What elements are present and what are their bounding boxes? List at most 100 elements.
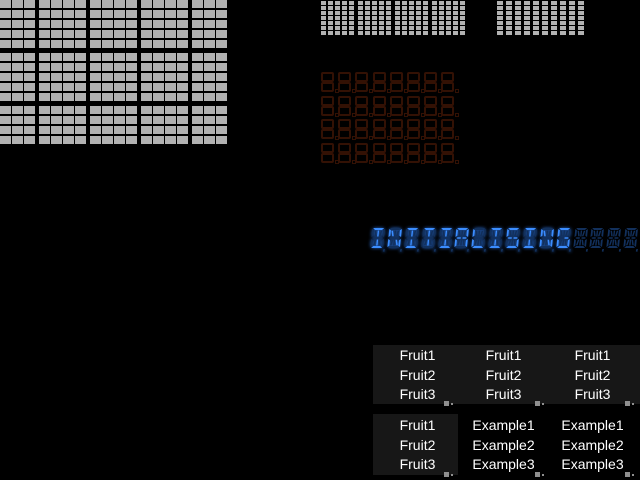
listbox-example-list-2[interactable]: Example1 Example2 Example3 [548, 416, 637, 475]
led-dot [453, 31, 458, 35]
led-cell [24, 83, 35, 91]
led-cell [63, 83, 74, 91]
seven-segment-digit [338, 95, 357, 117]
list-item[interactable]: Example1 [472, 417, 535, 433]
list-item[interactable]: Fruit2 [485, 366, 522, 383]
led-cell [0, 63, 11, 71]
resize-grip[interactable] [444, 472, 454, 479]
led-cell [24, 126, 35, 134]
list-item[interactable]: Fruit2 [399, 366, 436, 383]
led-dot [328, 6, 333, 10]
led-dot [439, 31, 444, 35]
listbox-fruit-list-4[interactable]: Fruit1 Fruit2 Fruit3 [373, 416, 462, 475]
led-cell [177, 73, 188, 81]
resize-grip[interactable] [625, 401, 635, 408]
led-cell [51, 10, 62, 18]
list-item[interactable]: Fruit3 [574, 386, 611, 402]
led-dot [386, 6, 391, 10]
listbox-fruit-list-1[interactable]: Fruit1 Fruit2 Fruit3 [373, 346, 462, 404]
list-item[interactable]: Fruit2 [399, 436, 436, 453]
listbox-panel-top [373, 345, 640, 404]
resize-grip[interactable] [535, 472, 545, 479]
led-cell [177, 83, 188, 91]
led-cell [141, 10, 152, 18]
led-dot [423, 31, 428, 35]
led-cell [63, 40, 74, 48]
led-dot [409, 6, 414, 10]
led-dot [560, 31, 566, 35]
led-cell [126, 73, 137, 81]
list-item[interactable]: Example1 [561, 417, 624, 433]
led-dot [446, 6, 451, 10]
listbox-fruit-list-2[interactable]: Fruit1 Fruit2 Fruit3 [459, 346, 548, 404]
led-dot [379, 21, 384, 25]
led-cell [12, 40, 23, 48]
list-item[interactable]: Example3 [561, 456, 624, 472]
led-dot [328, 11, 333, 15]
resize-grip[interactable] [444, 401, 454, 408]
led-cell [141, 53, 152, 61]
led-cell [141, 20, 152, 28]
led-dot [533, 26, 539, 30]
led-dot [358, 21, 363, 25]
led-dot [515, 11, 521, 15]
list-item[interactable]: Fruit1 [399, 347, 436, 363]
led-dot [416, 1, 421, 5]
list-item[interactable]: Fruit3 [485, 386, 522, 402]
seven-segment-digit [321, 142, 339, 164]
led-dot [423, 26, 428, 30]
list-item[interactable]: Example2 [472, 436, 535, 453]
resize-grip[interactable] [625, 472, 635, 479]
alpha-char-cell [387, 228, 402, 252]
led-dot [402, 31, 407, 35]
led-cell [75, 126, 86, 134]
seven-segment-digit [424, 119, 443, 140]
led-dot [551, 16, 557, 20]
led-dot [542, 1, 548, 5]
led-dot [560, 16, 566, 20]
digit-bottom-box [321, 152, 334, 163]
list-item[interactable]: Fruit3 [399, 456, 436, 472]
led-dot [542, 21, 548, 25]
resize-grip[interactable] [535, 401, 545, 408]
alpha-char-cell [471, 228, 487, 252]
list-item[interactable]: Fruit1 [485, 347, 522, 363]
led-dot [349, 11, 354, 15]
list-item[interactable]: Fruit1 [399, 417, 436, 433]
led-cell [192, 10, 203, 18]
listbox-fruit-list-3[interactable]: Fruit1 Fruit2 Fruit3 [548, 346, 637, 404]
led-dot [569, 6, 575, 10]
led-dot [386, 16, 391, 20]
led-dot [506, 1, 512, 5]
led-cell [63, 0, 74, 8]
led-dot [506, 16, 512, 20]
led-cell [177, 40, 188, 48]
led-cell [63, 63, 74, 71]
alpha-char-cell [505, 228, 520, 252]
list-item[interactable]: Example2 [561, 436, 624, 453]
seven-segment-digit [355, 142, 374, 164]
led-dot [533, 6, 539, 10]
led-dot [497, 31, 503, 35]
digit-bottom-box [338, 152, 352, 163]
led-cell [216, 73, 227, 81]
led-dot [453, 26, 458, 30]
led-dot [446, 21, 451, 25]
led-dot [453, 6, 458, 10]
led-cell [216, 116, 227, 124]
led-dot [533, 16, 539, 20]
led-dot [342, 16, 347, 20]
list-item[interactable]: Fruit3 [399, 386, 436, 402]
led-cell [12, 30, 23, 38]
list-item[interactable]: Example3 [472, 456, 535, 472]
list-item[interactable]: Fruit2 [574, 366, 611, 383]
seven-segment-digit [355, 72, 374, 93]
listbox-example-list-1[interactable]: Example1 Example2 Example3 [459, 416, 548, 475]
seven-segment-digit [372, 142, 391, 164]
led-cell [126, 30, 137, 38]
seven-segment-digit [424, 142, 443, 164]
led-cell [177, 20, 188, 28]
list-item[interactable]: Fruit1 [574, 347, 611, 363]
led-dot [524, 21, 530, 25]
digit-top-box [355, 142, 369, 153]
